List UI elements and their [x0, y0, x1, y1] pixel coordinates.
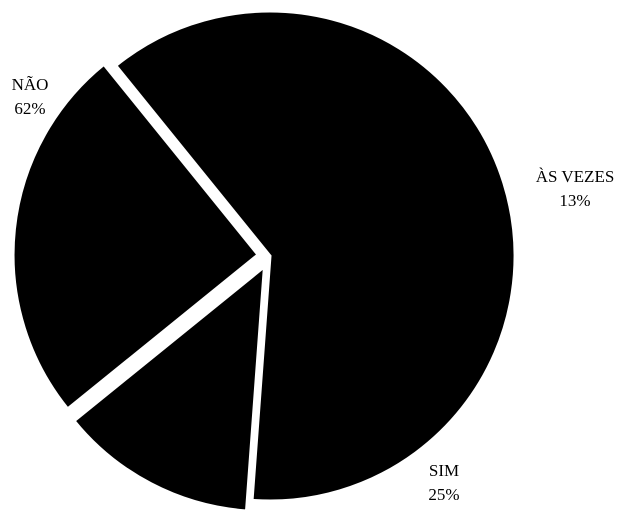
slice-label-as-vezes: ÀS VEZES [536, 167, 615, 186]
slice-value-as-vezes: 13% [559, 191, 590, 210]
pie-slice-sim [11, 62, 261, 412]
slice-value-nao: 62% [14, 99, 45, 118]
pie-slice-as-vezes [71, 263, 267, 513]
pie-slice-nao [113, 9, 517, 503]
slice-label-nao: NÃO [12, 75, 49, 94]
slice-value-sim: 25% [428, 485, 459, 504]
slice-label-sim: SIM [429, 461, 459, 480]
